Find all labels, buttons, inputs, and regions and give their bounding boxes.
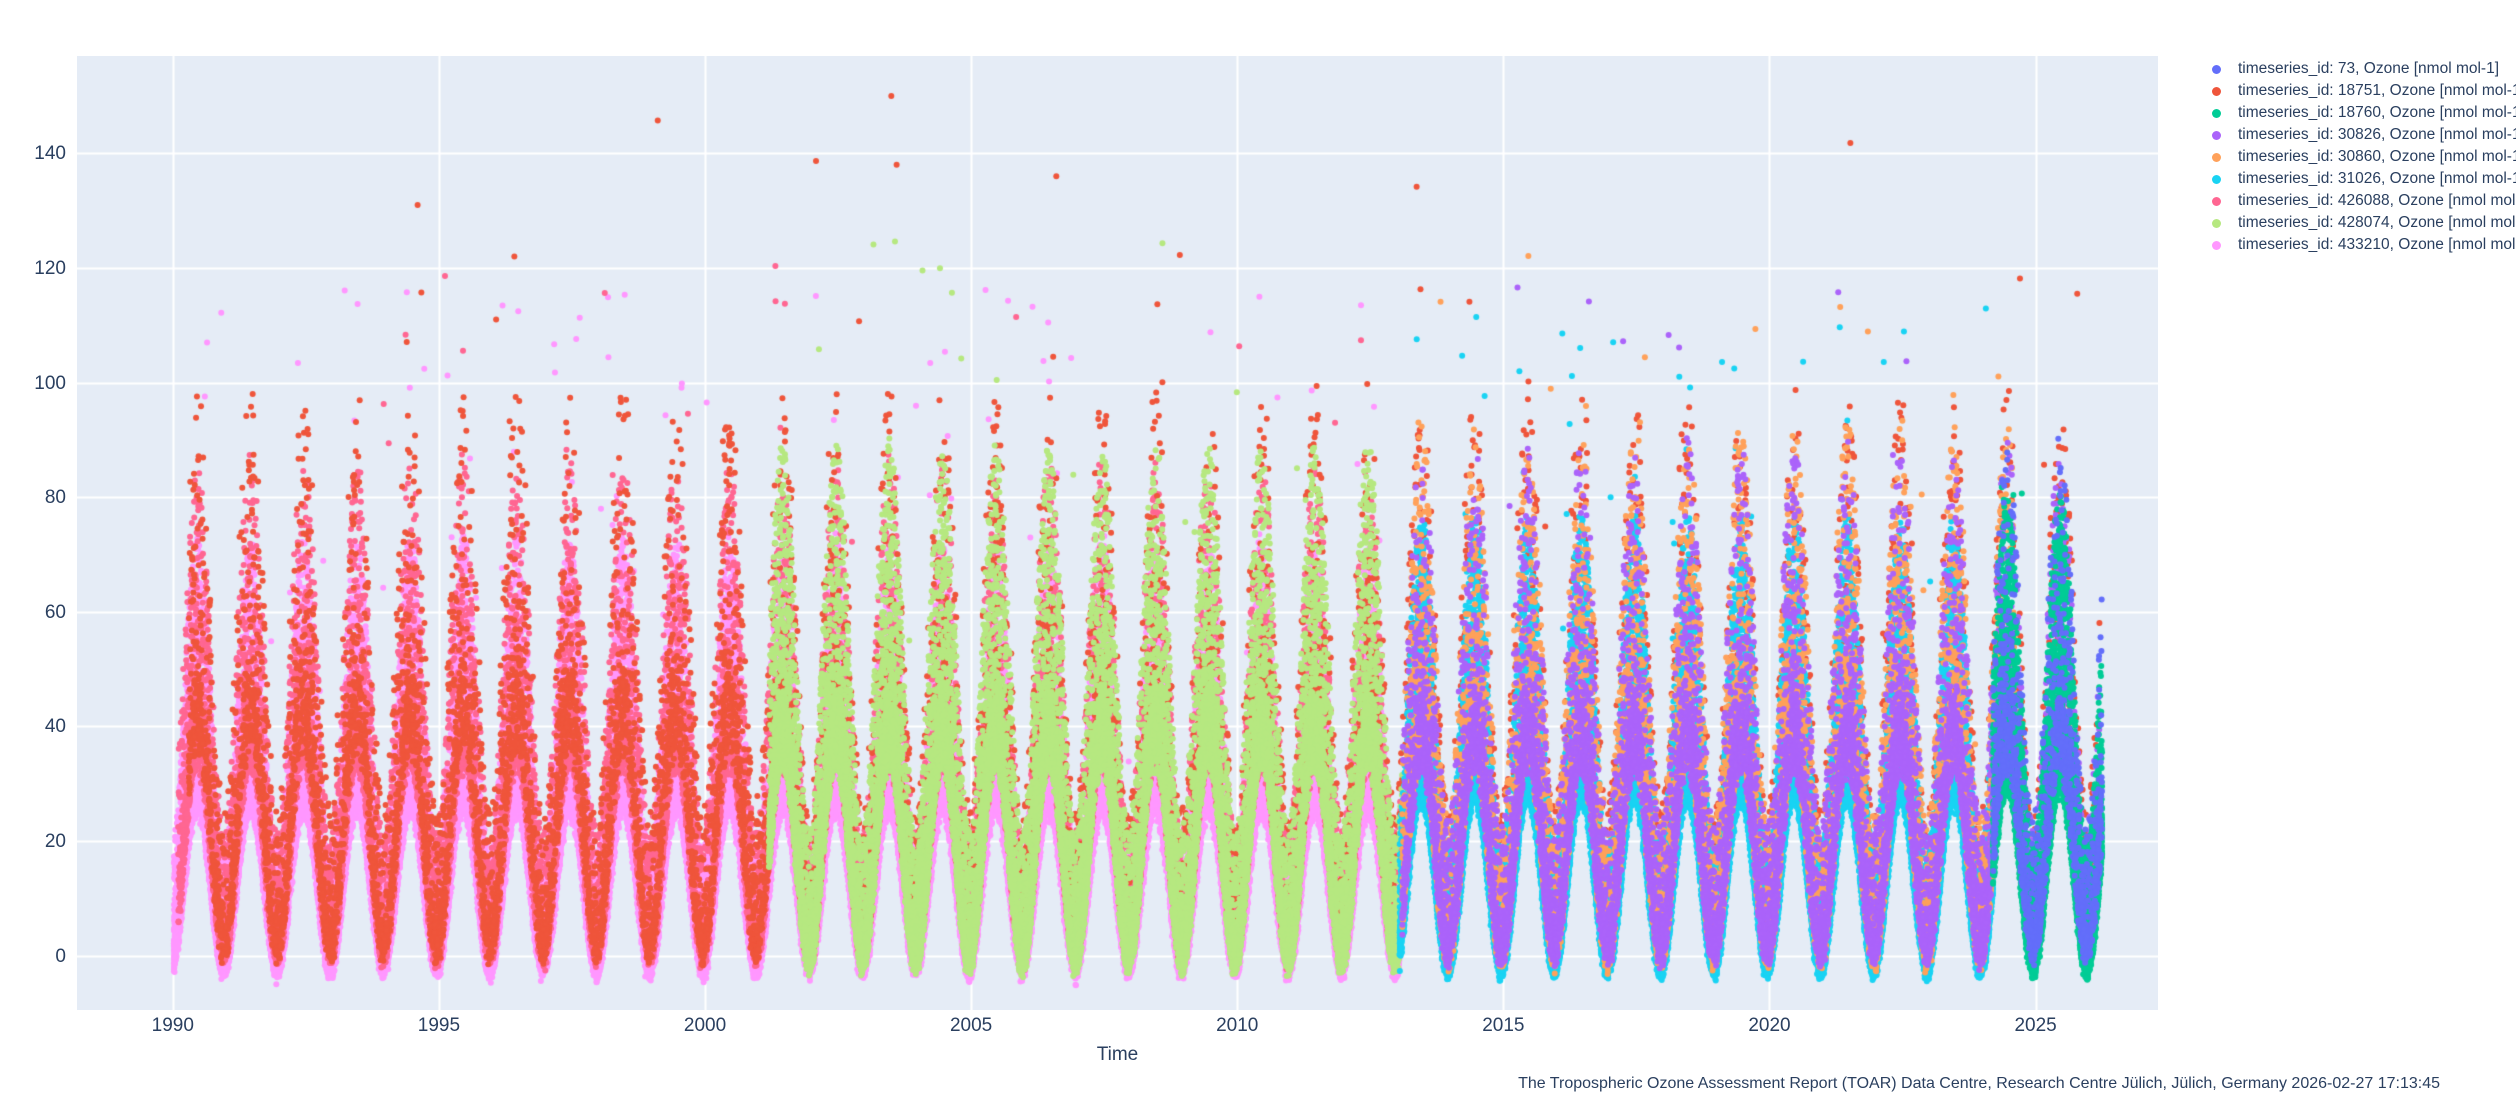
legend-item-30860[interactable]: timeseries_id: 30860, Ozone [nmol mol-1] [2203,146,2516,168]
legend-item-18751[interactable]: timeseries_id: 18751, Ozone [nmol mol-1] [2203,80,2516,102]
legend-item-30826[interactable]: timeseries_id: 30826, Ozone [nmol mol-1] [2203,124,2516,146]
y-tick-label: 40 [44,716,66,738]
x-tick-label: 2010 [1216,1015,1259,1036]
y-tick-label: 20 [44,830,66,852]
x-tick-label: 1990 [151,1015,194,1036]
legend-marker-icon [2212,108,2221,118]
x-tick-label: 2005 [949,1015,993,1036]
legend-item-73[interactable]: timeseries_id: 73, Ozone [nmol mol-1] [2203,58,2513,80]
y-tick-label: 0 [55,945,66,967]
plot-area[interactable] [77,56,2158,1010]
legend-item-18760[interactable]: timeseries_id: 18760, Ozone [nmol mol-1] [2203,102,2516,124]
legend-item-label: timeseries_id: 73, Ozone [nmol mol-1] [2238,60,2500,78]
legend-marker-icon [2212,86,2221,96]
legend-item-label: timeseries_id: 426088, Ozone [nmol mol-1… [2238,192,2516,210]
legend-item-label: timeseries_id: 18760, Ozone [nmol mol-1] [2238,104,2516,122]
legend-item-label: timeseries_id: 31026, Ozone [nmol mol-1] [2238,170,2516,188]
legend-item-426088[interactable]: timeseries_id: 426088, Ozone [nmol mol-1… [2203,190,2516,212]
x-tick-label: 2020 [1748,1015,1791,1036]
y-tick-label: 140 [34,143,66,165]
x-axis-title: Time [1096,1044,1139,1065]
legend-item-label: timeseries_id: 18751, Ozone [nmol mol-1] [2238,82,2516,100]
legend-marker-icon [2212,196,2221,206]
legend-item-31026[interactable]: timeseries_id: 31026, Ozone [nmol mol-1] [2203,168,2516,190]
legend-item-label: timeseries_id: 30826, Ozone [nmol mol-1] [2238,126,2516,144]
y-tick-label: 60 [44,601,66,623]
legend[interactable]: timeseries_id: 73, Ozone [nmol mol-1] tim… [2203,58,2516,256]
legend-item-label: timeseries_id: 428074, Ozone [nmol mol-1… [2238,214,2516,232]
legend-marker-icon [2212,152,2221,162]
x-tick-label: 1995 [417,1015,461,1036]
figure-footer-credit: The Tropospheric Ozone Assessment Report… [1518,1075,2440,1092]
legend-marker-icon [2212,130,2221,140]
legend-item-433210[interactable]: timeseries_id: 433210, Ozone [nmol mol-1… [2203,234,2516,256]
x-tick-label: 2025 [2014,1015,2057,1036]
legend-item-label: timeseries_id: 30860, Ozone [nmol mol-1] [2238,148,2516,166]
legend-item-428074[interactable]: timeseries_id: 428074, Ozone [nmol mol-1… [2203,212,2516,234]
legend-item-label: timeseries_id: 433210, Ozone [nmol mol-1… [2238,236,2516,254]
y-tick-label: 120 [34,258,66,279]
legend-marker-icon [2212,64,2221,74]
x-tick-label: 2015 [1482,1015,1525,1036]
legend-marker-icon [2212,218,2221,228]
y-tick-label: 80 [44,487,66,509]
scatter-plot-canvas[interactable] [77,56,2158,1010]
legend-marker-icon [2212,174,2221,184]
y-tick-label: 100 [34,372,66,394]
legend-marker-icon [2212,240,2221,250]
x-tick-label: 2000 [683,1015,727,1036]
